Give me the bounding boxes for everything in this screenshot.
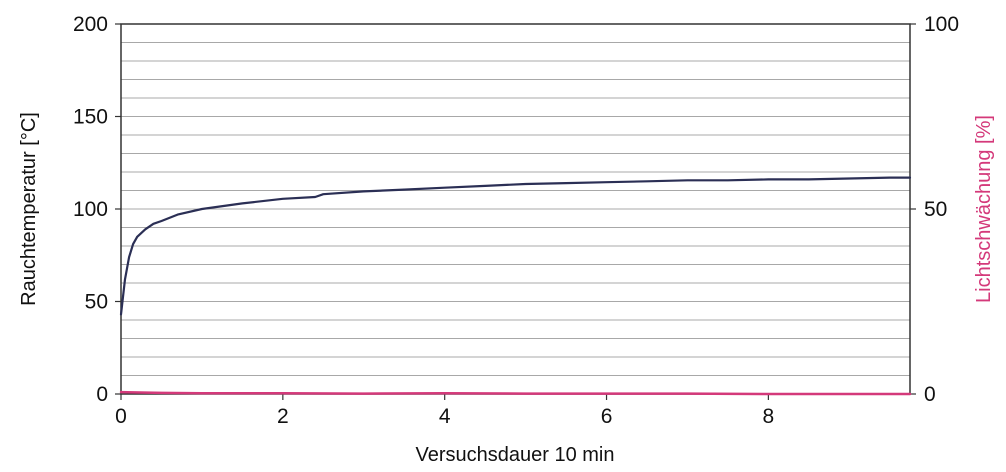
x-axis-title: Versuchsdauer 10 min — [415, 444, 614, 466]
left-y-tick-label: 50 — [85, 291, 108, 314]
left-y-tick-label: 150 — [73, 106, 108, 129]
series-group — [119, 176, 912, 396]
x-tick-label: 6 — [601, 405, 613, 428]
x-tick-label: 0 — [115, 405, 127, 428]
right-y-tick-label: 50 — [924, 198, 947, 221]
x-tick-label: 8 — [763, 405, 775, 428]
left-y-tick-labels: 0 50 100 150 200 — [73, 13, 121, 406]
left-y-tick-label: 200 — [73, 13, 108, 36]
right-y-tick-label: 0 — [924, 383, 936, 406]
left-y-tick-label: 100 — [73, 198, 108, 221]
light-attenuation-line — [119, 390, 912, 396]
right-y-axis-title: Lichtschwächung [%] — [973, 115, 995, 303]
x-tick-label: 4 — [439, 405, 451, 428]
smoke-temperature-line — [119, 176, 912, 316]
left-y-tick-label: 0 — [96, 383, 108, 406]
right-y-tick-labels: 0 50 100 — [910, 13, 959, 406]
left-y-axis-title: Rauchtemperatur [°C] — [18, 112, 40, 306]
x-tick-labels: 0 2 4 6 8 — [115, 394, 774, 428]
right-y-tick-label: 100 — [924, 13, 959, 36]
gridlines — [121, 42, 910, 376]
x-tick-label: 2 — [277, 405, 289, 428]
